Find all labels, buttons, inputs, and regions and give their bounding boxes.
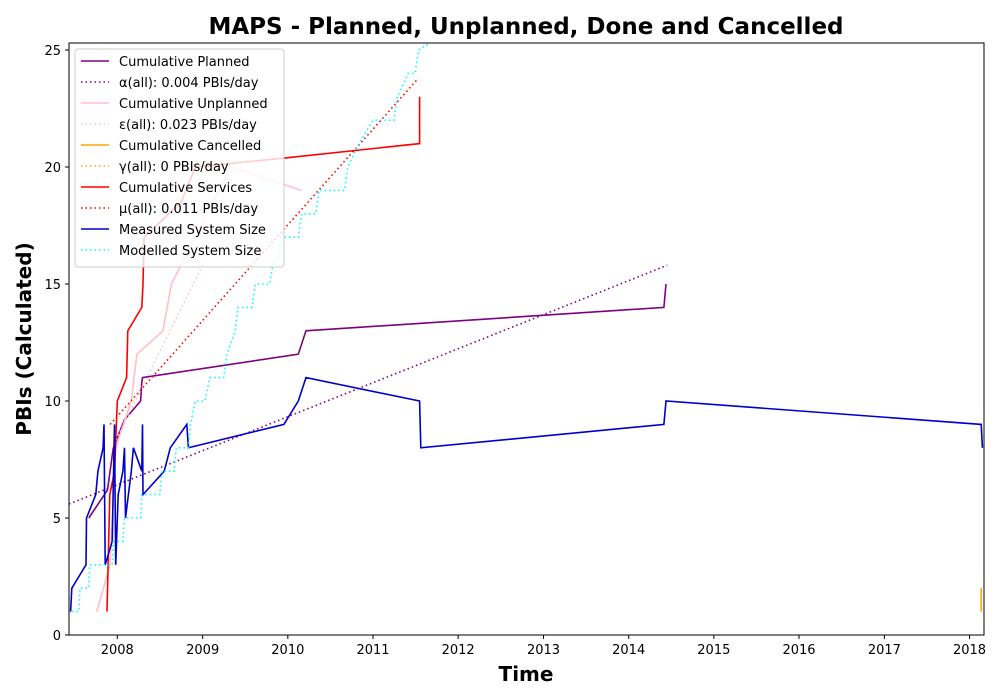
legend-label-0: Cumulative Planned bbox=[119, 55, 249, 70]
plot-frame bbox=[68, 42, 985, 636]
legend-label-8: Measured System Size bbox=[119, 223, 266, 238]
y-tick-label: 15 bbox=[44, 278, 61, 293]
y-tick-label: 5 bbox=[53, 512, 61, 527]
x-tick-label: 2010 bbox=[271, 643, 304, 658]
y-tick-label: 10 bbox=[44, 395, 61, 410]
chart-title: MAPS - Planned, Unplanned, Done and Canc… bbox=[208, 14, 843, 40]
y-tick-label: 0 bbox=[53, 629, 61, 644]
x-tick-label: 2017 bbox=[868, 643, 901, 658]
legend: Cumulative Planned α(all): 0.004 PBIs/day… bbox=[74, 48, 285, 268]
series-line-8 bbox=[69, 376, 984, 612]
y-axis-ticks: 0 5 10 15 20 25 bbox=[44, 44, 69, 644]
legend-label-4: Cumulative Cancelled bbox=[119, 139, 261, 154]
x-tick-label: 2013 bbox=[527, 643, 560, 658]
legend-label-1: α(all): 0.004 PBIs/day bbox=[119, 76, 259, 91]
x-tick-label: 2012 bbox=[442, 643, 475, 658]
x-tick-label: 2011 bbox=[356, 643, 389, 658]
x-tick-label: 2009 bbox=[186, 643, 219, 658]
legend-label-3: ε(all): 0.023 PBIs/day bbox=[119, 118, 257, 133]
x-axis-ticks: 2008 2009 2010 2011 2012 2013 2014 2015 2016 2017… bbox=[101, 635, 986, 658]
legend-label-7: μ(all): 0.011 PBIs/day bbox=[119, 202, 258, 217]
x-tick-label: 2015 bbox=[697, 643, 730, 658]
y-tick-label: 20 bbox=[44, 161, 61, 176]
series-line-7 bbox=[109, 77, 420, 425]
legend-label-5: γ(all): 0 PBIs/day bbox=[119, 160, 229, 175]
x-axis-label: Time bbox=[499, 662, 554, 686]
x-tick-label: 2008 bbox=[101, 643, 134, 658]
legend-label-2: Cumulative Unplanned bbox=[119, 97, 268, 112]
series-line-9 bbox=[71, 43, 431, 613]
series-line-3 bbox=[111, 255, 208, 449]
legend-box bbox=[74, 48, 285, 268]
y-tick-label: 25 bbox=[44, 44, 61, 59]
legend-label-9: Modelled System Size bbox=[119, 244, 261, 259]
x-tick-label: 2014 bbox=[612, 643, 645, 658]
x-tick-label: 2016 bbox=[782, 643, 815, 658]
y-axis-label: PBIs (Calculated) bbox=[12, 242, 36, 435]
series-line-1 bbox=[69, 264, 668, 505]
x-tick-label: 2018 bbox=[953, 643, 986, 658]
series-line-0 bbox=[88, 283, 667, 519]
legend-label-6: Cumulative Services bbox=[119, 181, 252, 196]
